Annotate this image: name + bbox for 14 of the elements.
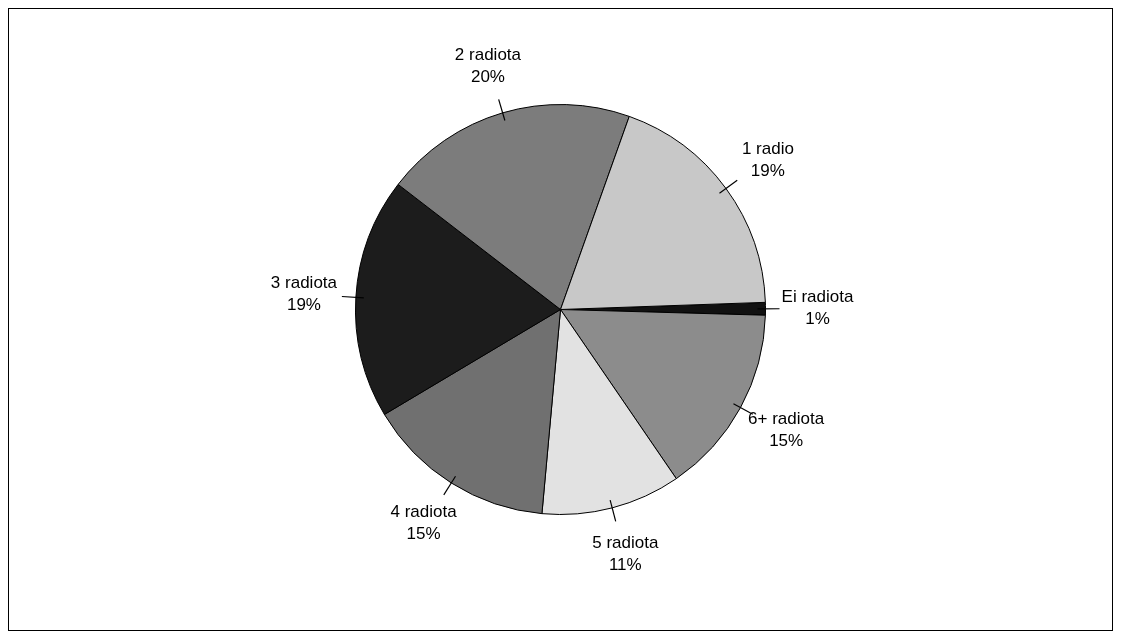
slice-label: 3 radiota [270,273,338,293]
data-label: 20% [470,67,505,87]
slice-label: 1 radio [741,138,794,158]
slice-label: 4 radiota [390,502,458,522]
slice-label: 5 radiota [592,533,659,553]
data-label: 15% [406,524,441,544]
slice-label: 6+ radiota [748,409,825,429]
data-label: 11% [608,555,642,575]
data-label: 19% [286,295,321,315]
data-label: 1% [805,309,830,329]
slice-label: Ei radiota [781,287,854,307]
data-label: 19% [750,160,785,180]
data-label: 15% [769,431,804,451]
slice-label: 2 radiota [454,45,522,65]
